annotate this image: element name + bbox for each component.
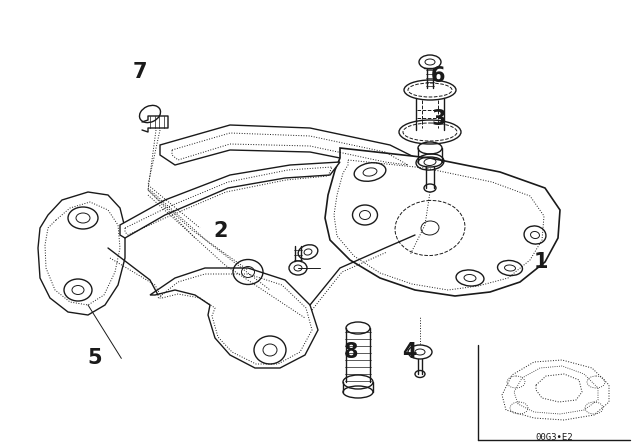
Polygon shape (150, 268, 318, 368)
Text: 3: 3 (431, 109, 445, 129)
Text: 5: 5 (88, 349, 102, 368)
Polygon shape (120, 162, 340, 238)
Polygon shape (160, 125, 420, 175)
Text: 6: 6 (431, 66, 445, 86)
Polygon shape (38, 192, 125, 315)
Text: 7: 7 (132, 62, 147, 82)
Text: 4: 4 (403, 342, 417, 362)
Text: 8: 8 (344, 342, 358, 362)
Text: 00G3•E2: 00G3•E2 (535, 433, 573, 442)
Text: 1: 1 (534, 252, 548, 272)
Polygon shape (325, 148, 560, 296)
Text: 2: 2 (214, 221, 228, 241)
